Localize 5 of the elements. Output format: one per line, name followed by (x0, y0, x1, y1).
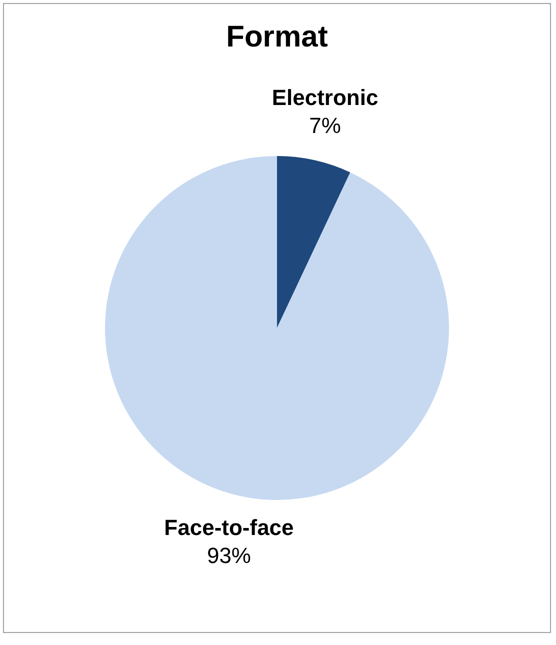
data-label: 7% (309, 113, 341, 138)
chart-title: Format (226, 20, 328, 54)
data-label: 93% (206, 542, 251, 568)
slice-label: Face-to-face (164, 514, 294, 540)
slice-label: Electronic (272, 85, 378, 110)
